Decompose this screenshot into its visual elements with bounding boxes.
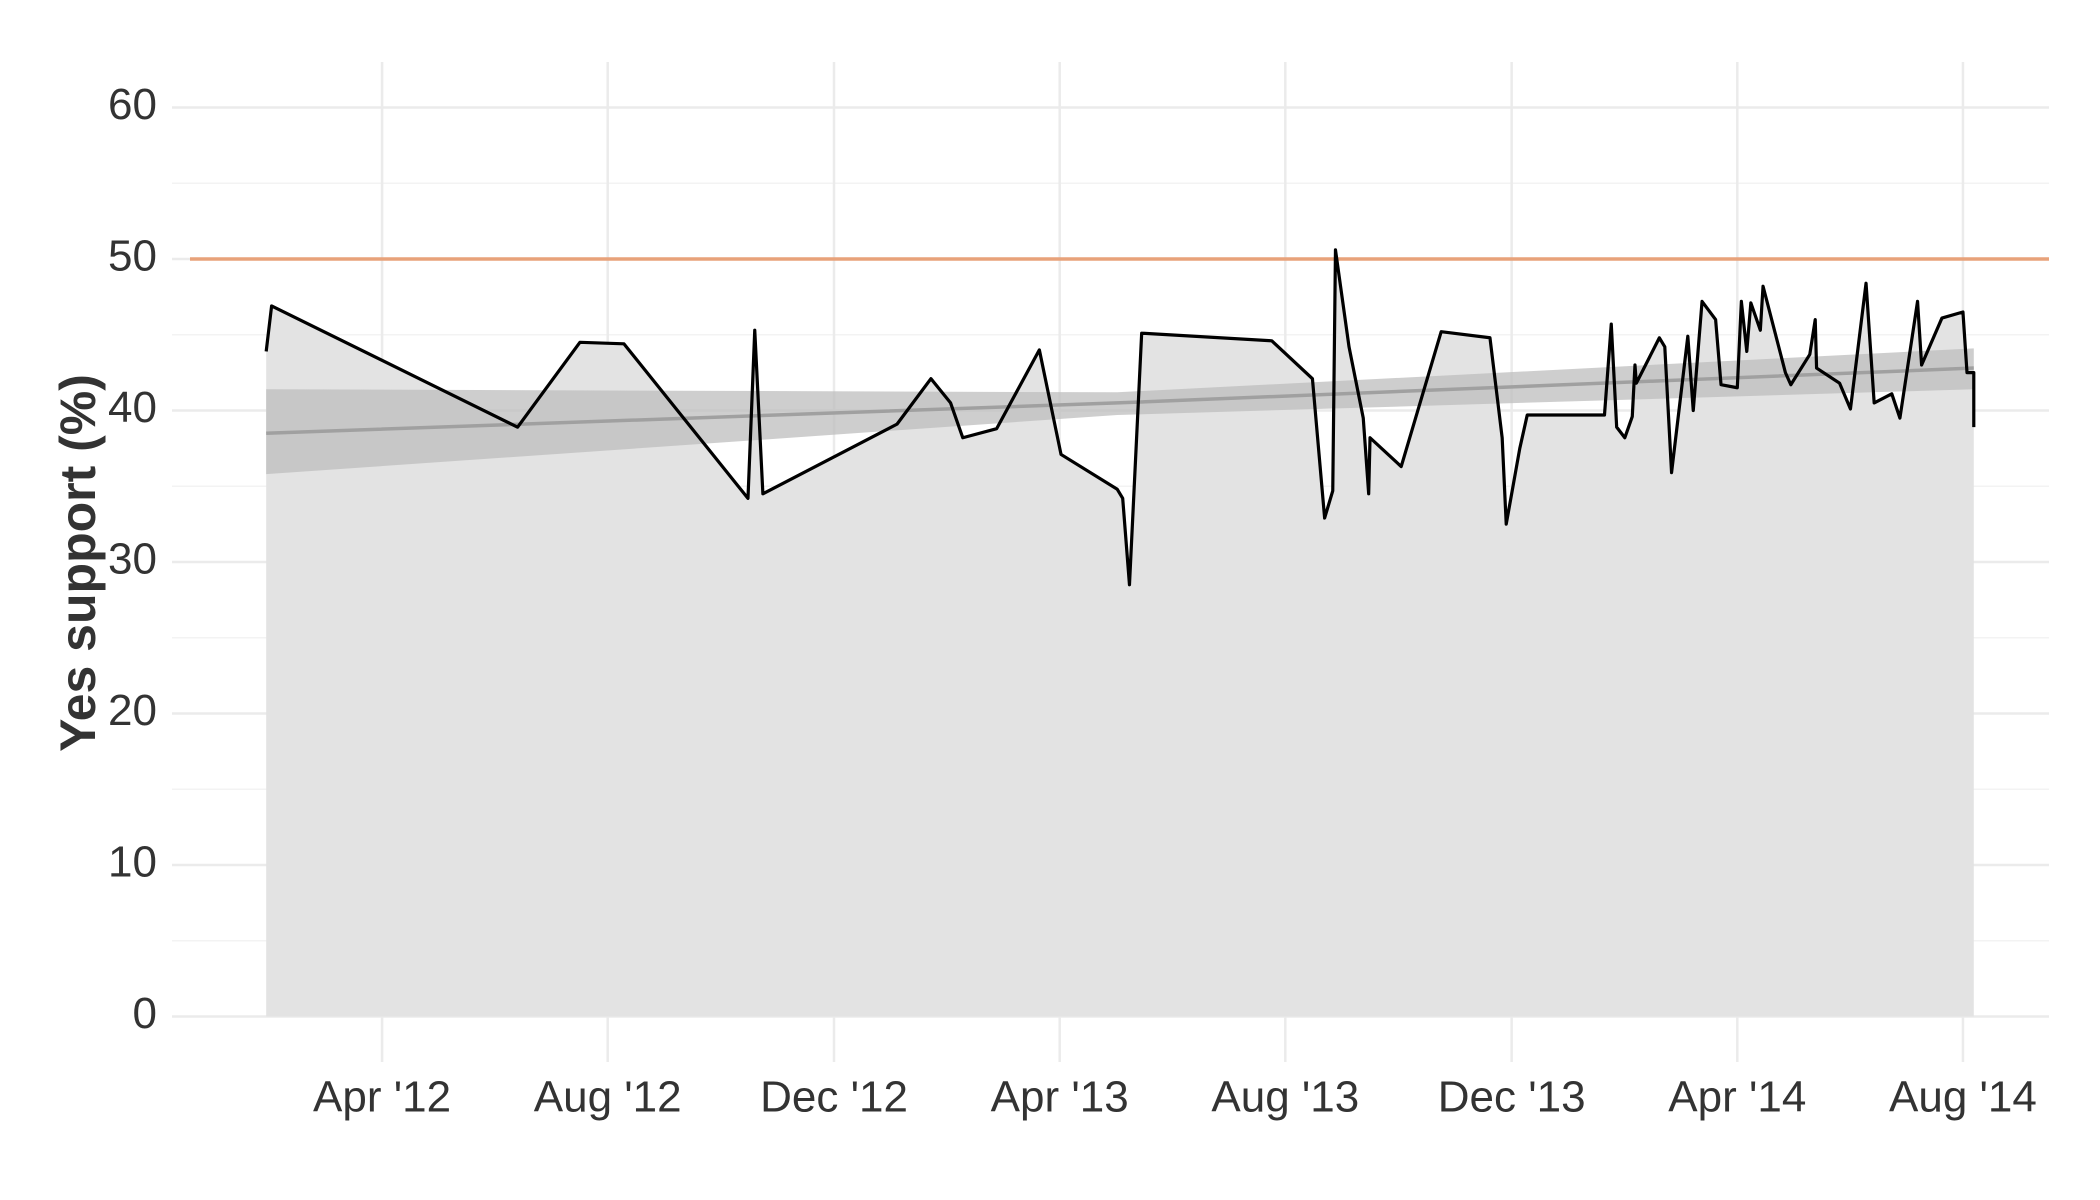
y-tick-label: 0 — [133, 989, 157, 1038]
y-axis-label: Yes support (%) — [50, 374, 106, 752]
y-tick-label: 20 — [108, 686, 157, 735]
x-tick-label: Apr '12 — [313, 1073, 451, 1122]
line — [264, 248, 1976, 587]
x-tick-label: Aug '14 — [1889, 1073, 2037, 1122]
y-tick-label: 10 — [108, 838, 157, 887]
x-tick-label: Dec '13 — [1438, 1073, 1586, 1122]
trend-line — [266, 366, 1974, 435]
x-tick-label: Apr '13 — [991, 1073, 1129, 1122]
y-tick-label: 40 — [108, 383, 157, 432]
x-tick-label: Apr '14 — [1668, 1073, 1806, 1122]
x-tick-label: Aug '13 — [1211, 1073, 1359, 1122]
y-tick-label: 30 — [108, 535, 157, 584]
y-tick-label: 50 — [108, 232, 157, 281]
x-tick-label: Aug '12 — [534, 1073, 682, 1122]
x-tick-label: Dec '12 — [760, 1073, 908, 1122]
y-tick-label: 60 — [108, 80, 157, 129]
confidence-band — [266, 348, 1974, 475]
